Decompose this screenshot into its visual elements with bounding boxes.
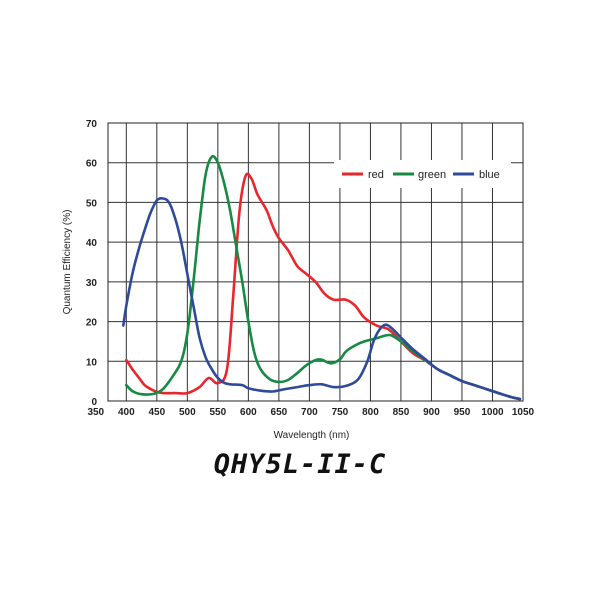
x-tick-label: 950 [454, 407, 471, 418]
y-tick-label: 0 [91, 397, 97, 408]
x-tick-label: 700 [301, 407, 318, 418]
x-axis-label: Wavelength (nm) [274, 430, 350, 441]
y-tick-label: 70 [86, 119, 98, 130]
x-tick-label: 450 [148, 407, 165, 418]
y-tick-label: 60 [86, 159, 98, 170]
plot-series [122, 154, 522, 401]
series-line-red [125, 172, 522, 401]
y-tick-label: 20 [86, 318, 98, 329]
y-axis-label: Quantum Efficiency (%) [62, 210, 73, 315]
x-tick-label: 350 [87, 407, 104, 418]
x-tick-label: 650 [271, 407, 288, 418]
y-tick-label: 30 [86, 278, 98, 289]
y-tick-label: 50 [86, 198, 98, 209]
x-tick-label: 1000 [481, 407, 504, 418]
x-tick-label: 600 [240, 407, 257, 418]
axis-ticks: 350 400 450 500 550 600 650 700 750 800 850 900 950 1… [86, 119, 535, 418]
x-tick-label: 750 [332, 407, 349, 418]
legend-label-green: green [418, 169, 446, 181]
camera-model-caption: QHY5L-II-C [213, 449, 387, 480]
series-line-green [125, 154, 522, 401]
legend-box [334, 160, 511, 188]
x-tick-label: 1050 [512, 407, 535, 418]
legend-label-blue: blue [479, 169, 500, 181]
legend: red green blue [334, 160, 511, 188]
y-tick-label: 10 [86, 357, 98, 368]
x-tick-label: 500 [179, 407, 196, 418]
x-tick-label: 800 [362, 407, 379, 418]
y-tick-label: 40 [86, 238, 98, 249]
series-line-blue [122, 197, 522, 401]
legend-label-red: red [368, 169, 384, 181]
x-tick-label: 900 [423, 407, 440, 418]
plot-area-frame [107, 122, 524, 402]
x-tick-label: 850 [393, 407, 410, 418]
x-tick-label: 400 [118, 407, 135, 418]
x-tick-label: 550 [210, 407, 227, 418]
